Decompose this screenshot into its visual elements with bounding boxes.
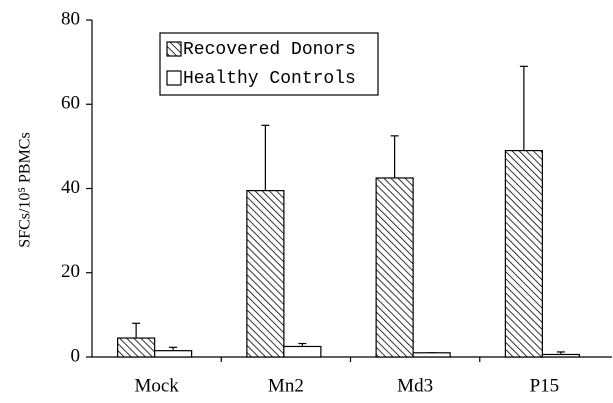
error-bar [132, 322, 141, 339]
bar [246, 190, 285, 358]
x-tick-label: Mn2 [268, 375, 304, 396]
legend-label: Healthy Controls [183, 69, 356, 89]
y-tick-label: 20 [61, 261, 80, 282]
y-tick-label: 0 [71, 345, 81, 366]
x-tick-label: P15 [530, 375, 560, 396]
bar [154, 350, 193, 358]
legend-swatch [166, 41, 182, 57]
error-bar [390, 135, 399, 178]
bar [117, 337, 156, 358]
y-axis-label: SFCs/10⁵ PBMCs [17, 132, 34, 247]
legend-label: Recovered Donors [183, 40, 356, 60]
bar [375, 177, 414, 358]
y-tick-label: 40 [61, 177, 80, 198]
error-bar [519, 65, 528, 151]
error-bar [261, 124, 270, 191]
legend-swatch [166, 70, 182, 86]
bar [283, 345, 322, 358]
x-tick-label: Mock [134, 375, 179, 396]
y-tick-label: 60 [61, 93, 80, 114]
legend-box [159, 32, 379, 96]
x-tick-label: Md3 [397, 375, 433, 396]
bar [504, 149, 543, 358]
y-tick-label: 80 [61, 8, 80, 29]
bar [541, 353, 580, 358]
bar [412, 352, 451, 358]
